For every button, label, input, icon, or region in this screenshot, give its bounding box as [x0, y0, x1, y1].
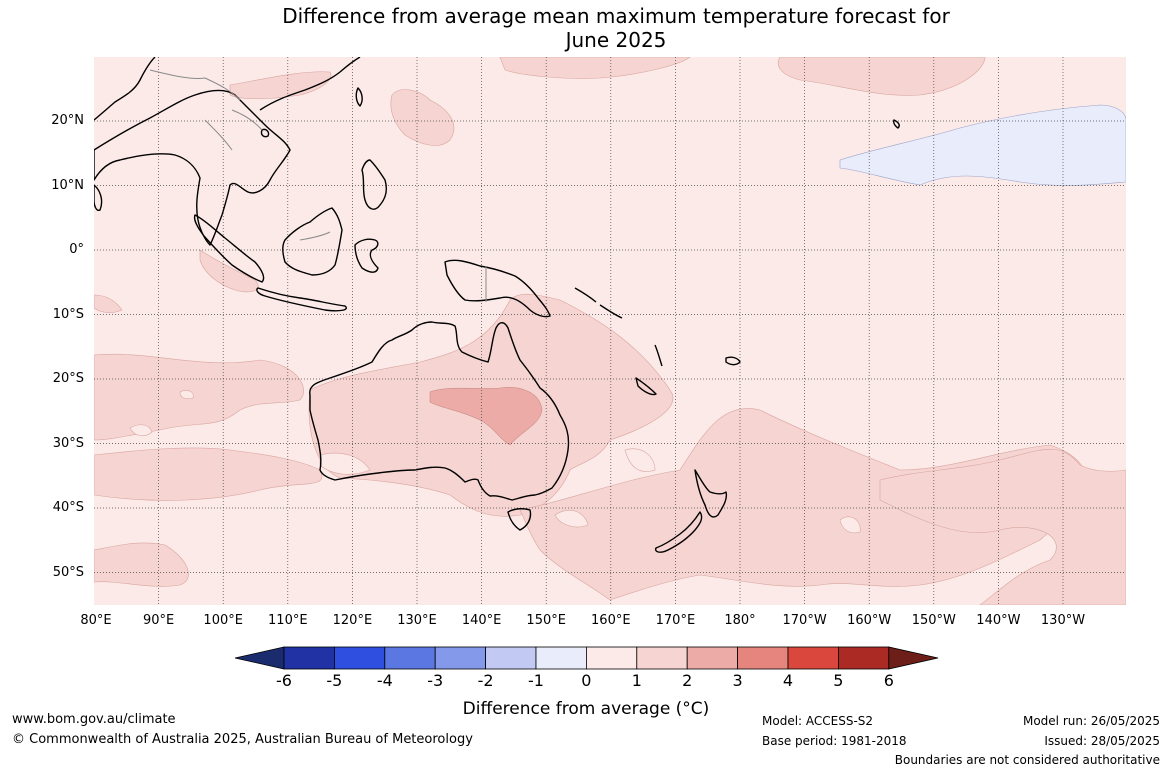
philippines-coastline	[361, 159, 388, 210]
colorbar-tick-label: -2	[477, 671, 494, 690]
longitude-label: 140°W	[976, 613, 1021, 628]
colorbar-segment	[787, 646, 839, 670]
longitude-label: 160°W	[847, 613, 892, 628]
australia-coastline	[309, 321, 570, 501]
title-line-2: June 2025	[565, 28, 667, 52]
vanuatu-coastline	[654, 344, 663, 367]
new-zealand-north-island	[694, 469, 728, 518]
colorbar-tick-label: 4	[782, 671, 794, 690]
colorbar-low-extend	[234, 646, 285, 670]
map-title: Difference from average mean maximum tem…	[0, 4, 1173, 52]
colorbar-tick-label: 5	[833, 671, 844, 690]
colorbar-tick-label: 2	[682, 671, 693, 690]
taiwan-coastline	[355, 87, 363, 107]
longitude-label: 100°E	[203, 613, 243, 628]
model-run-text: Model run: 26/05/2025	[1022, 714, 1160, 728]
new-guinea-coastline	[444, 259, 551, 318]
colorbar-tick-label: 6	[883, 671, 894, 690]
colorbar-tick-label: 3	[732, 671, 743, 690]
longitude-label: 140°E	[461, 613, 502, 628]
disclaimer-text: Boundaries are not considered authoritat…	[894, 753, 1160, 767]
colorbar-tick-label: -1	[528, 671, 544, 690]
solomon-islands-coastline	[574, 287, 623, 319]
country-boundaries	[149, 69, 487, 302]
longitude-label: 170°W	[782, 613, 827, 628]
fiji-coastline	[725, 356, 741, 366]
colorbar-segment	[686, 646, 739, 670]
anomaly-band-2-to-3	[429, 387, 543, 446]
colorbar-tick-label: 1	[631, 671, 642, 690]
borneo-coastline	[282, 207, 343, 276]
hawaii-coastline	[893, 119, 900, 129]
graticule-grid	[94, 57, 1126, 605]
longitude-label: 130°W	[1040, 613, 1086, 628]
latitude-label: 40°S	[52, 500, 84, 515]
colorbar-segment	[434, 646, 487, 670]
latitude-label: 20°N	[51, 113, 84, 128]
colorbar-segment	[283, 646, 335, 670]
model-text: Model: ACCESS-S2	[762, 714, 874, 728]
latitude-label: 50°S	[52, 564, 84, 580]
colorbar-high-extend	[888, 646, 939, 670]
sulawesi-coastline	[354, 238, 379, 273]
longitude-label: 110°E	[268, 613, 308, 628]
anomaly-holes-0-to-1	[129, 390, 861, 534]
colorbar-segment	[636, 646, 688, 670]
longitude-label: 180°	[724, 613, 756, 628]
colorbar-segment	[737, 646, 789, 670]
colorbar-tick-label: 0	[581, 671, 592, 690]
latitude-label: 20°S	[52, 371, 84, 386]
longitude-label: 120°E	[332, 613, 373, 628]
latitude-label: 30°S	[52, 435, 84, 451]
colorbar-segment	[485, 646, 537, 670]
java-coastline	[256, 287, 347, 312]
colorbar	[234, 646, 939, 670]
longitude-label: 150°W	[911, 613, 956, 628]
anomaly-band-minus1-to-0	[839, 104, 1126, 186]
latitude-label: 0°	[69, 242, 84, 257]
latitude-label: 10°S	[52, 306, 84, 322]
china-coastline	[259, 57, 361, 111]
tasmania-coastline	[507, 507, 532, 531]
colorbar-tick-label: -3	[427, 671, 444, 690]
sri-lanka-india-coastline	[94, 184, 103, 212]
coastlines	[94, 57, 900, 553]
colorbar-segment	[333, 646, 386, 670]
title-line-1: Difference from average mean maximum tem…	[282, 4, 950, 28]
copyright-text: © Commonwealth of Australia 2025, Austra…	[12, 732, 473, 747]
hainan-coastline	[260, 128, 270, 138]
longitude-label: 170°E	[655, 613, 696, 628]
colorbar-segment	[838, 646, 890, 670]
longitude-label: 150°E	[526, 613, 566, 628]
colorbar-tick-label: -6	[276, 671, 292, 690]
longitude-label: 160°E	[591, 613, 631, 628]
colorbar-segment	[384, 646, 436, 670]
base-period-text: Base period: 1981-2018	[762, 734, 907, 748]
longitude-label: 90°E	[142, 613, 175, 628]
colorbar-tick-label: -4	[376, 671, 393, 690]
se-asia-coastline	[94, 89, 291, 246]
issued-text: Issued: 28/05/2025	[1044, 734, 1160, 748]
india-east-coastline	[94, 57, 156, 121]
colorbar-label: Difference from average (°C)	[462, 699, 710, 719]
longitude-label: 80°E	[80, 613, 112, 628]
colorbar-segment	[586, 646, 638, 670]
latitude-label: 10°N	[51, 177, 84, 193]
colorbar-tick-label: -5	[326, 671, 343, 690]
longitude-label: 130°E	[397, 613, 437, 628]
new-zealand-south-island	[654, 511, 703, 553]
website-link[interactable]: www.bom.gov.au/climate	[12, 712, 176, 727]
new-caledonia-coastline	[635, 377, 657, 396]
colorbar-segment	[535, 646, 587, 670]
